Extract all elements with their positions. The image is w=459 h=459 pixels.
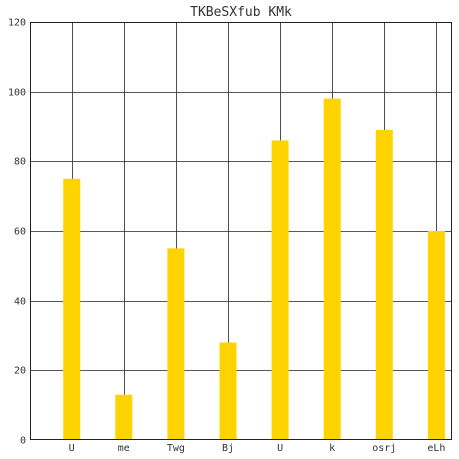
y-tick-label: 100 — [8, 88, 26, 99]
y-tick-label: 0 — [20, 436, 26, 447]
y-tick-label: 120 — [8, 18, 26, 29]
bar — [63, 178, 81, 441]
y-tick-label: 20 — [14, 366, 26, 377]
x-tick-label: Bj — [222, 443, 234, 454]
x-tick-label: U — [69, 443, 75, 454]
y-tick-label: 80 — [14, 157, 26, 168]
bar — [167, 248, 185, 440]
y-axis-ticks: 0 20 40 60 80 100 120 — [8, 18, 26, 447]
chart-title: TKBeSXfub KMk — [190, 5, 292, 20]
y-tick-label: 60 — [14, 227, 26, 238]
x-tick-label: me — [118, 443, 130, 454]
bar — [219, 342, 237, 440]
bar — [427, 231, 445, 440]
x-tick-label: osrj — [372, 443, 396, 454]
bar — [375, 130, 393, 440]
y-tick-label: 40 — [14, 297, 26, 308]
plot-frame — [30, 22, 452, 440]
x-tick-label: eLh — [427, 443, 445, 454]
x-tick-label: U — [277, 443, 283, 454]
bar — [115, 394, 133, 440]
bars — [63, 98, 445, 441]
x-tick-label: Twg — [167, 443, 185, 454]
bar — [323, 98, 341, 440]
bar — [271, 140, 289, 440]
x-tick-label: k — [329, 443, 335, 454]
